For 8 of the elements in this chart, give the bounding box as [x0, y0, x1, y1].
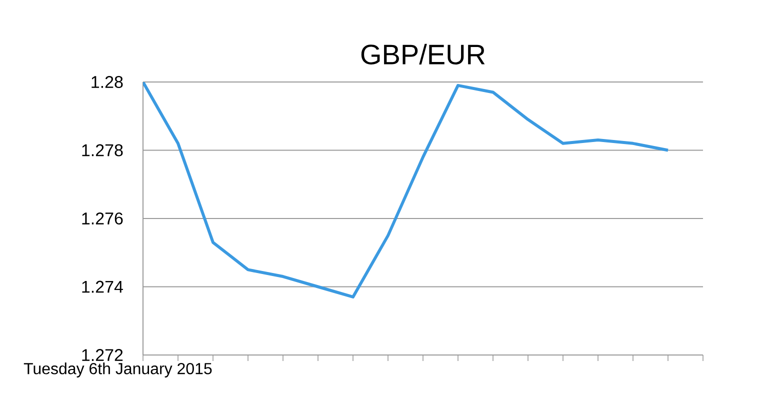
- x-axis-title: Tuesday 6th January 2015: [24, 362, 212, 378]
- line-series: [143, 82, 670, 298]
- y-tick-label: 1.28: [92, 76, 123, 88]
- y-tick-label: 1.276: [82, 212, 123, 225]
- y-tick-label: 1.274: [82, 280, 123, 293]
- y-tick-label: 1.272: [82, 349, 123, 361]
- chart-title: GBP/EUR: [361, 44, 485, 64]
- y-tick-label: 1.278: [82, 144, 123, 156]
